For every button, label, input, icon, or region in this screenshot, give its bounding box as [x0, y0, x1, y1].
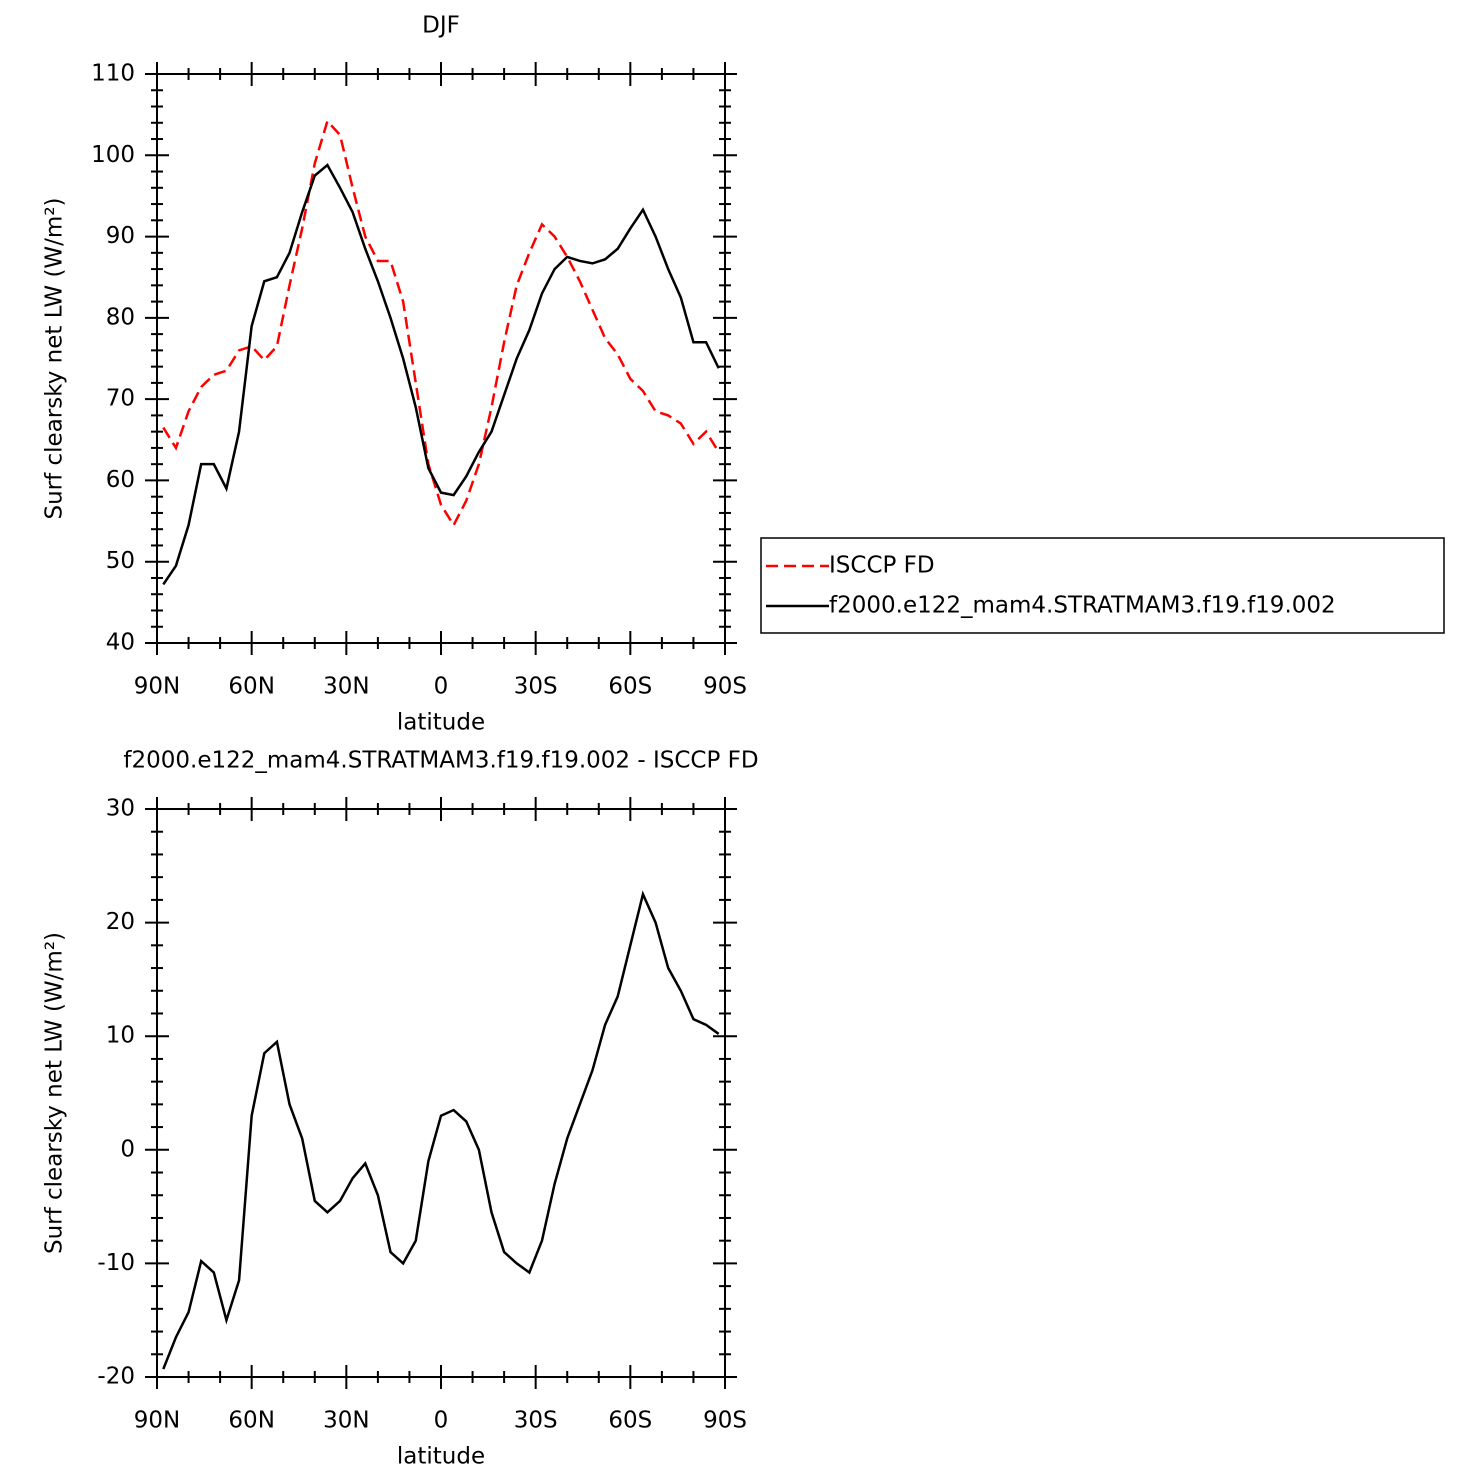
x-tick-label: 30N — [323, 1408, 369, 1434]
x-tick-label: 90S — [703, 674, 747, 700]
y-tick-label: 100 — [91, 142, 135, 168]
y-tick-label: 30 — [106, 796, 135, 822]
y-tick-label: 110 — [91, 61, 135, 87]
line-series — [162, 890, 720, 1370]
x-tick-label: 60N — [228, 674, 274, 700]
legend-box — [760, 537, 1445, 634]
x-tick-label: 90N — [134, 1408, 180, 1434]
legend-label: ISCCP FD — [829, 553, 935, 579]
x-axis-label: latitude — [397, 1444, 485, 1470]
x-tick-label: 90S — [703, 1408, 747, 1434]
line-series — [162, 118, 720, 528]
chart-title: f2000.e122_mam4.STRATMAM3.f19.f19.002 - … — [123, 748, 758, 774]
plot-frame — [156, 73, 726, 644]
x-tick-label: 30N — [323, 674, 369, 700]
x-tick-label: 30S — [514, 674, 558, 700]
x-tick-label: 0 — [434, 674, 449, 700]
y-tick-label: -20 — [97, 1364, 135, 1390]
y-tick-label: 40 — [106, 630, 135, 656]
x-tick-label: 60N — [228, 1408, 274, 1434]
y-tick-label: 50 — [106, 548, 135, 574]
y-tick-label: 60 — [106, 467, 135, 493]
y-tick-label: 10 — [106, 1023, 135, 1049]
y-axis-label: Surf clearsky net LW (W/m²) — [42, 932, 68, 1254]
x-axis-label: latitude — [397, 710, 485, 736]
x-tick-label: 0 — [434, 1408, 449, 1434]
y-tick-label: 20 — [106, 909, 135, 935]
y-tick-label: 80 — [106, 304, 135, 330]
x-tick-label: 60S — [608, 1408, 652, 1434]
x-tick-label: 90N — [134, 674, 180, 700]
chart-title: DJF — [422, 13, 460, 39]
y-tick-label: 70 — [106, 386, 135, 412]
line-series — [162, 163, 720, 586]
y-tick-label: 0 — [120, 1136, 135, 1162]
y-axis-label: Surf clearsky net LW (W/m²) — [42, 197, 68, 519]
y-tick-label: -10 — [97, 1250, 135, 1276]
x-tick-label: 30S — [514, 1408, 558, 1434]
x-tick-label: 60S — [608, 674, 652, 700]
plot-frame — [156, 808, 726, 1378]
y-tick-label: 90 — [106, 223, 135, 249]
legend-label: f2000.e122_mam4.STRATMAM3.f19.f19.002 — [829, 593, 1336, 619]
